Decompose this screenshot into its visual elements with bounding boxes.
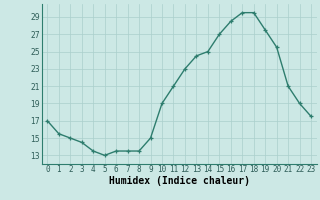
X-axis label: Humidex (Indice chaleur): Humidex (Indice chaleur) (109, 176, 250, 186)
